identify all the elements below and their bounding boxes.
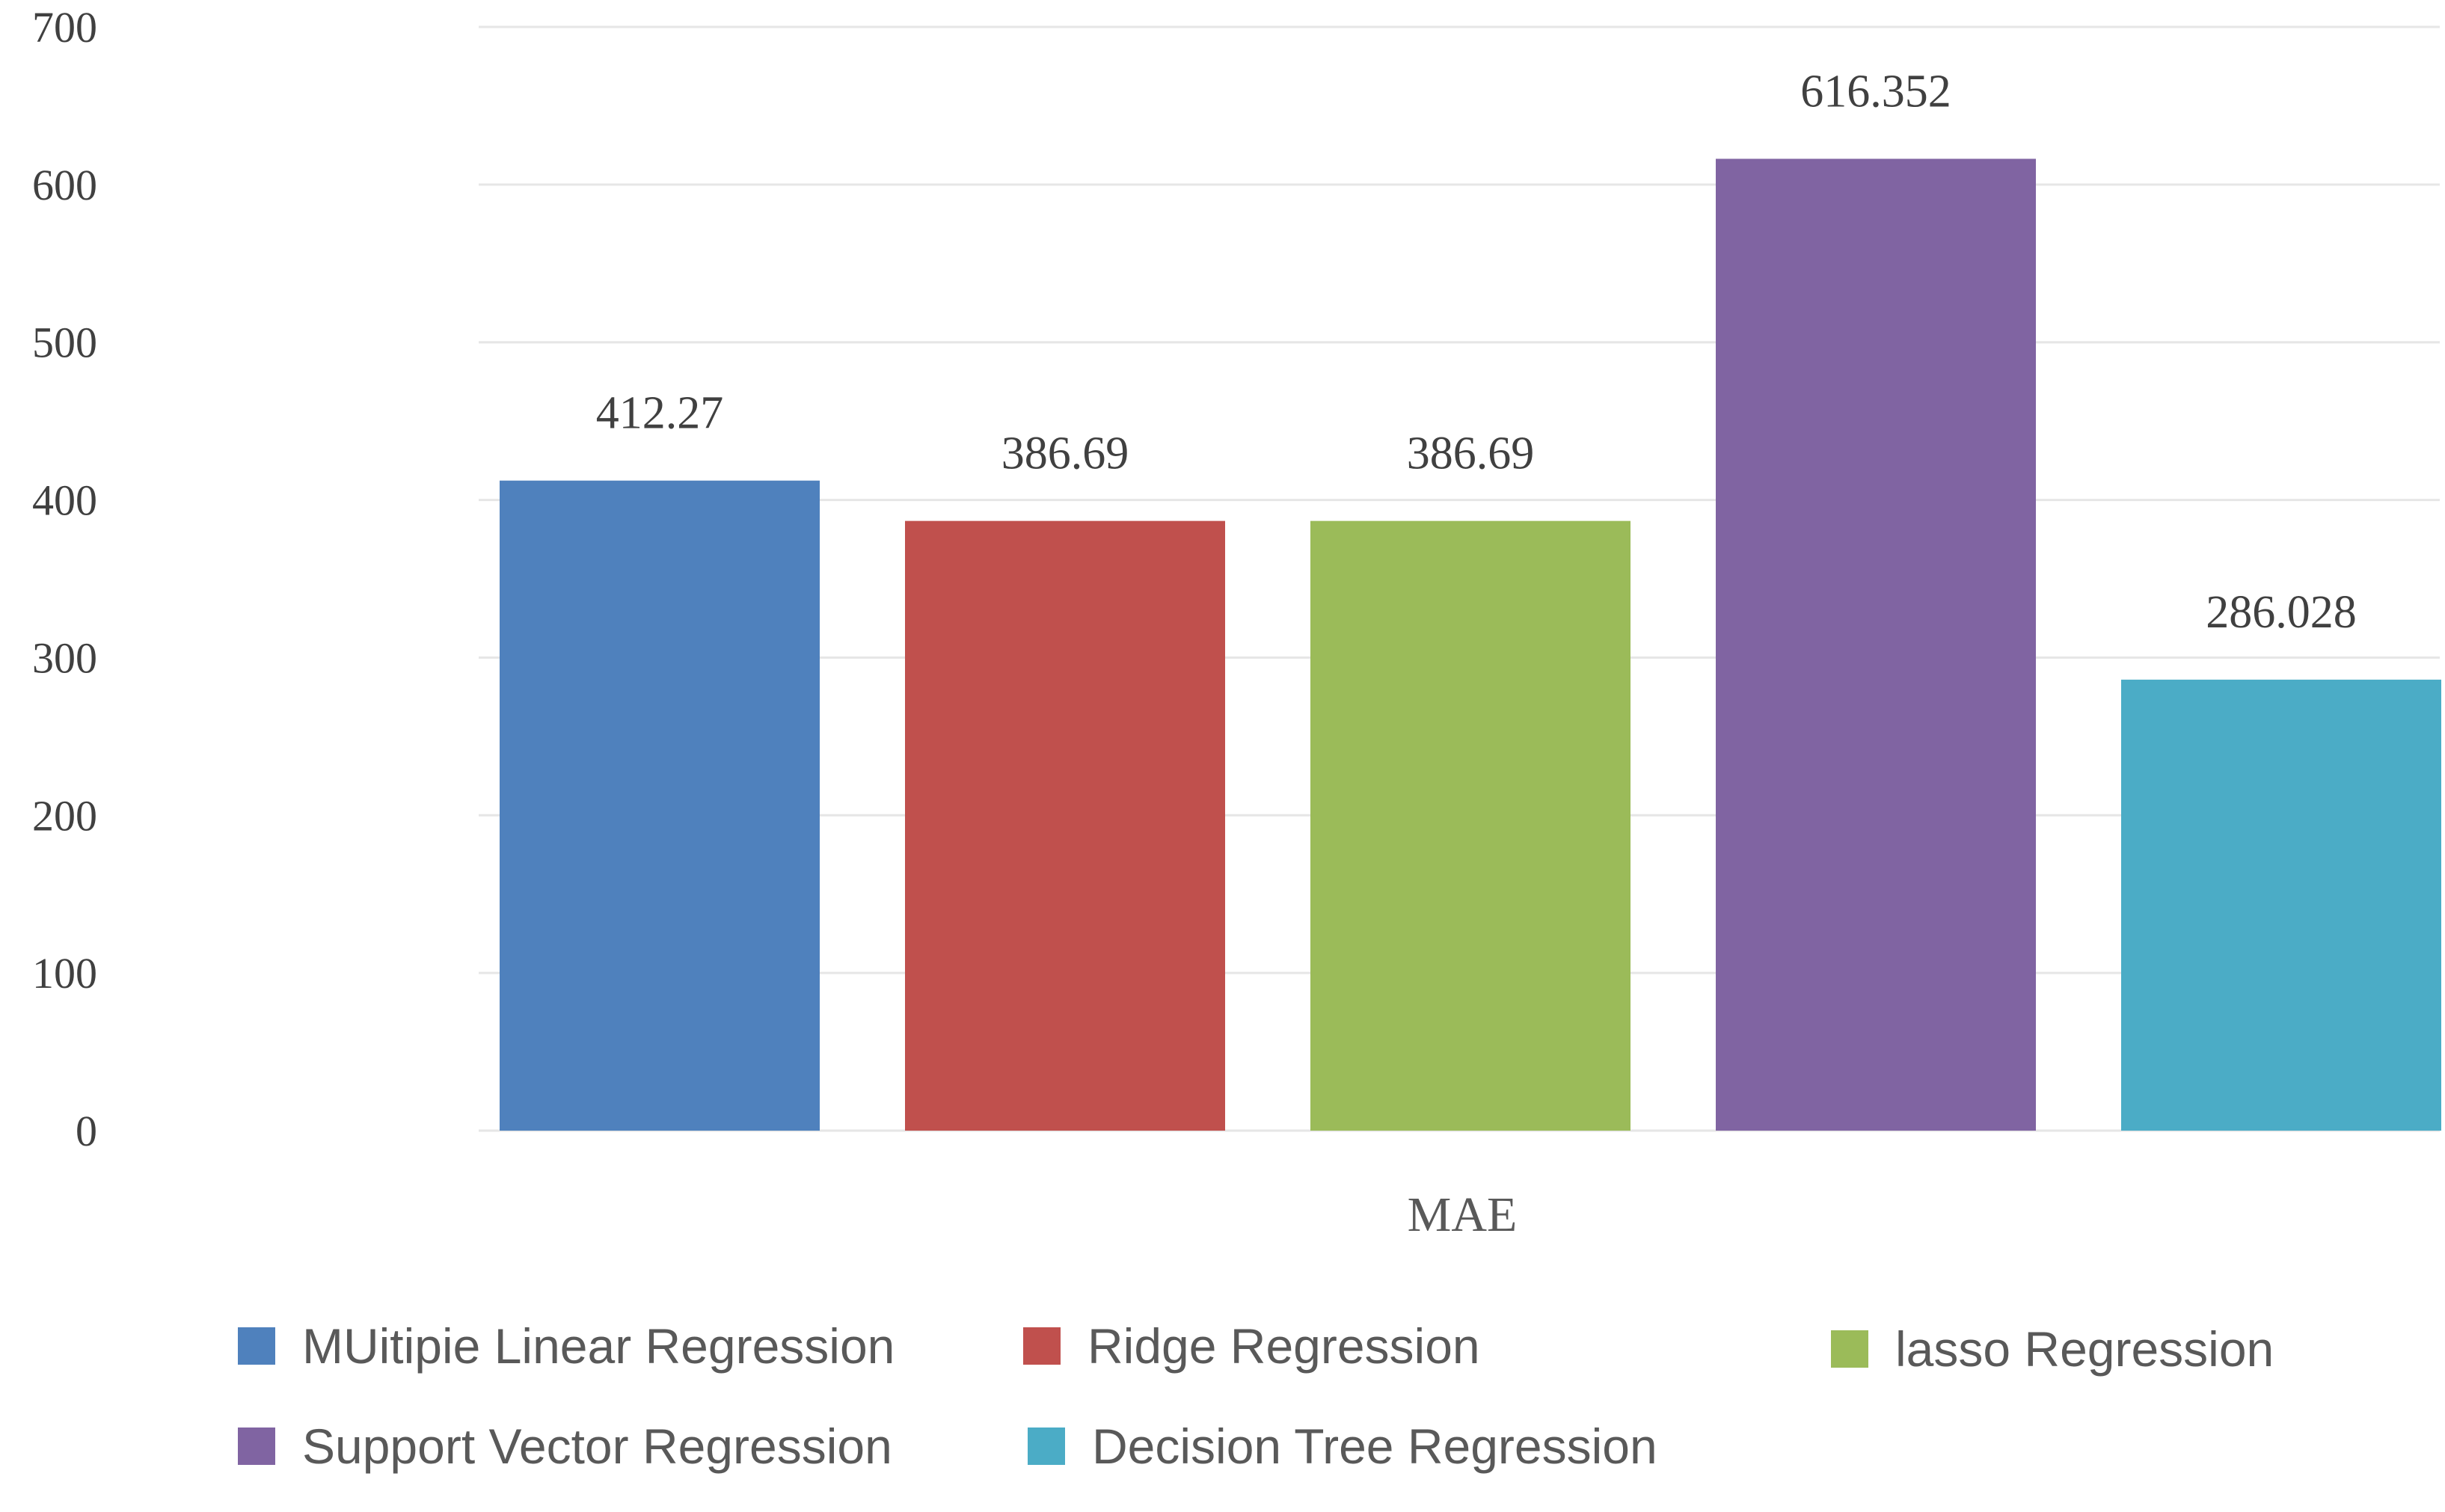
legend-swatch (238, 1428, 275, 1465)
y-tick-label: 500 (32, 319, 97, 367)
legend-item: lasso Regression (1831, 1319, 2274, 1379)
legend-item: Support Vector Regression (238, 1416, 892, 1476)
bars (500, 159, 2441, 1131)
data-label: 286.028 (2206, 587, 2357, 638)
bar (1716, 159, 2036, 1131)
legend-swatch (1023, 1327, 1061, 1365)
legend-item: Ridge Regression (1023, 1316, 1480, 1376)
y-tick-label: 300 (32, 633, 97, 682)
y-tick-label: 100 (32, 949, 97, 998)
y-tick-label: 400 (32, 476, 97, 525)
y-axis-ticks: 0 100 200 300 400 500 600 700 (32, 3, 97, 1155)
y-tick-label: 0 (76, 1107, 97, 1155)
legend-item: Decision Tree Regression (1028, 1416, 1657, 1476)
data-label: 412.27 (596, 388, 724, 439)
y-tick-label: 700 (32, 3, 97, 52)
y-tick-label: 600 (32, 161, 97, 209)
y-tick-label: 200 (32, 791, 97, 840)
legend-swatch (1831, 1330, 1868, 1368)
data-label: 386.69 (1407, 428, 1535, 479)
data-label: 386.69 (1001, 428, 1129, 479)
bar (1310, 520, 1630, 1131)
legend-swatch (238, 1327, 275, 1365)
legend-label: Ridge Regression (1087, 1318, 1480, 1374)
data-label: 616.352 (1800, 66, 1951, 117)
legend-label: Support Vector Regression (302, 1419, 892, 1474)
legend-label: Decision Tree Regression (1092, 1419, 1657, 1474)
category-label: MAE (1408, 1187, 1518, 1242)
bar (905, 520, 1225, 1131)
data-labels: 412.27 386.69 386.69 616.352 286.028 (596, 66, 2357, 638)
bar (500, 480, 820, 1131)
legend: MUitipie Linear Regression Ridge Regress… (238, 1316, 2407, 1488)
legend-swatch (1028, 1428, 1065, 1465)
legend-item: MUitipie Linear Regression (238, 1316, 895, 1376)
bar (2121, 679, 2441, 1131)
legend-label: lasso Regression (1895, 1321, 2274, 1377)
legend-label: MUitipie Linear Regression (302, 1318, 895, 1374)
